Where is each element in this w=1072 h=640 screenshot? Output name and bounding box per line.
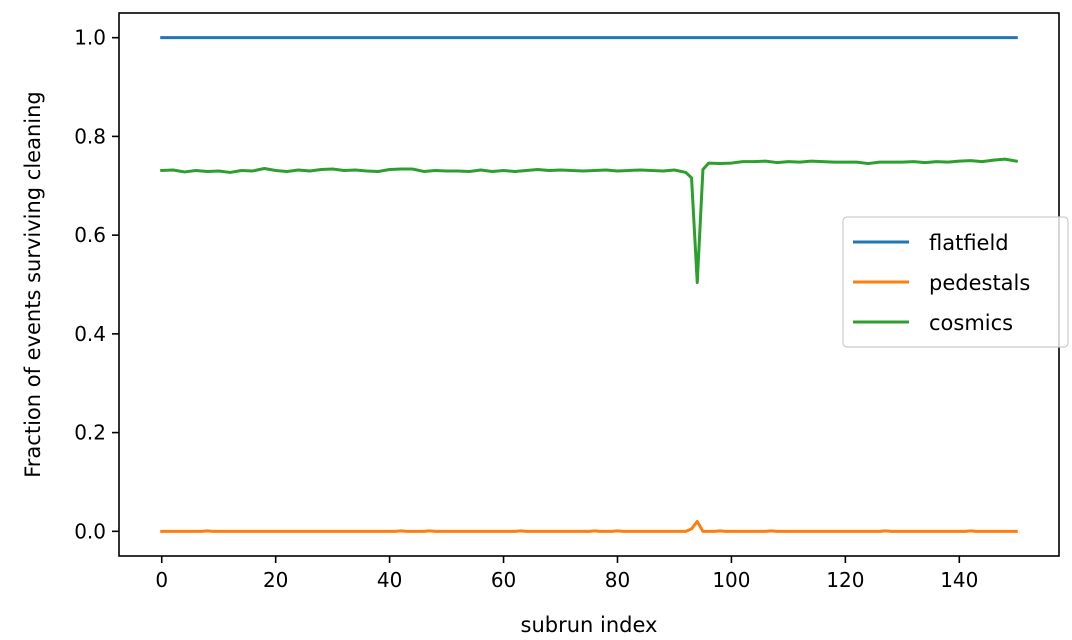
y-tick-label: 0.0 xyxy=(74,519,106,543)
x-tick-label: 40 xyxy=(377,568,402,592)
x-tick-label: 20 xyxy=(263,568,288,592)
y-tick-label: 1.0 xyxy=(74,26,106,50)
legend-box xyxy=(842,216,1069,348)
x-tick-label: 100 xyxy=(712,568,750,592)
legend-items: flatfield pedestals cosmics xyxy=(853,231,1030,335)
series-layer xyxy=(160,36,1019,533)
x-tick-label: 80 xyxy=(605,568,630,592)
y-tick-label: 0.6 xyxy=(74,223,106,247)
x-axis-label: subrun index xyxy=(521,613,658,637)
legend: flatfield pedestals cosmics xyxy=(842,216,1069,348)
y-tick-label: 0.2 xyxy=(74,421,106,445)
ticks-layer: 0 20 40 60 80 100 120 140 0.0 0.2 0.4 0.6 0.8 1.0 xyxy=(74,26,978,592)
x-tick-label: 0 xyxy=(155,568,168,592)
legend-label-pedestals: pedestals xyxy=(929,271,1030,295)
y-axis-label: Fraction of events surviving cleaning xyxy=(21,91,45,478)
y-tick-label: 0.4 xyxy=(74,322,106,346)
y-tick-label: 0.8 xyxy=(74,124,106,148)
series-line-pedestals xyxy=(160,519,1018,533)
x-tick-label: 120 xyxy=(826,568,864,592)
series-line-cosmics xyxy=(160,157,1019,285)
x-tick-label: 140 xyxy=(940,568,978,592)
legend-label-flatfield: flatfield xyxy=(929,231,1009,255)
legend-label-cosmics: cosmics xyxy=(929,311,1013,335)
x-tick-label: 60 xyxy=(491,568,516,592)
